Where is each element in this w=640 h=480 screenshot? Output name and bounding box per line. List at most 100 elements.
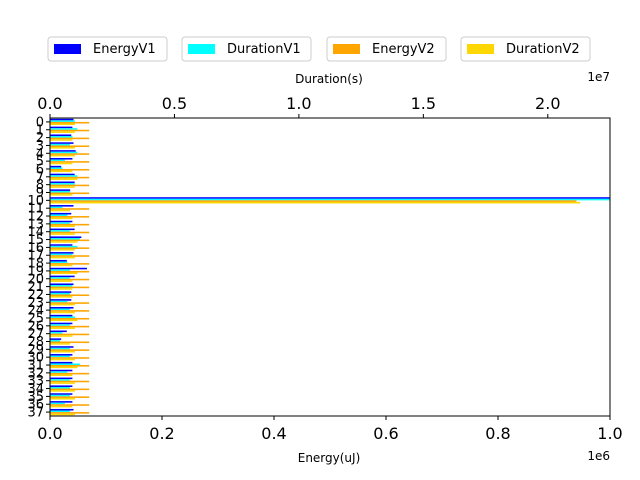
- bar-energyv2-2: [50, 137, 90, 140]
- y-tick-label: 32: [27, 366, 44, 381]
- bar-durationv1-23: [50, 300, 68, 303]
- bar-durationv2-0: [50, 123, 75, 126]
- bar-durationv2-4: [50, 154, 75, 157]
- bar-energyv1-12: [50, 212, 72, 215]
- legend-swatch: [333, 44, 360, 54]
- bar-energyv1-17: [50, 252, 74, 254]
- bar-durationv1-29: [50, 347, 70, 350]
- bar-energyv2-11: [50, 208, 90, 210]
- bar-energyv2-37: [50, 412, 90, 414]
- bar-durationv1-25: [50, 316, 75, 318]
- bar-energyv1-8: [50, 181, 75, 184]
- bar-energyv2-13: [50, 223, 90, 226]
- y-tick-label: 34: [27, 382, 44, 397]
- bar-durationv1-13: [50, 222, 70, 224]
- bar-energyv2-18: [50, 263, 90, 265]
- bar-energyv1-28: [50, 338, 62, 340]
- bar-durationv2-3: [50, 147, 75, 149]
- bar-energyv2-1: [50, 129, 90, 132]
- bar-energyv2-6: [50, 168, 90, 171]
- legend-box: [181, 36, 312, 62]
- bar-energyv1-21: [50, 283, 74, 286]
- bar-durationv2-15: [50, 241, 78, 243]
- bar-durationv1-31: [50, 363, 80, 366]
- bar-energyv2-26: [50, 325, 90, 328]
- y-tick-label: 18: [27, 257, 44, 272]
- y-tick-label: 7: [36, 170, 44, 185]
- bar-energyv2-16: [50, 247, 90, 249]
- bar-durationv1-1: [50, 128, 78, 130]
- y-tick-label: 26: [27, 319, 44, 334]
- bar-durationv1-37: [50, 410, 70, 413]
- bar-durationv1-27: [50, 332, 63, 334]
- x-bottom-tick-label: 0.8: [485, 424, 510, 443]
- y-tick-label: 20: [27, 272, 44, 287]
- x-axis-bottom-label: Energy(uJ): [298, 451, 361, 465]
- y-tick-label: 22: [27, 288, 44, 303]
- bar-durationv2-36: [50, 405, 73, 408]
- bar-durationv2-23: [50, 303, 75, 306]
- bar-durationv2-17: [50, 256, 75, 259]
- bar-durationv1-9: [50, 190, 70, 193]
- x-bottom-tick-label: 0.0: [37, 424, 62, 443]
- x-bottom-tick-label: 0.4: [261, 424, 286, 443]
- bar-durationv2-13: [50, 225, 75, 228]
- bar-durationv1-6: [50, 167, 63, 169]
- bar-durationv2-7: [50, 178, 78, 180]
- x-bottom-tick-label: 0.2: [149, 424, 174, 443]
- y-axis-ticks: 0123456789101112131415161718192021222324…: [27, 115, 50, 421]
- bar-energyv1-9: [50, 189, 71, 191]
- bar-energyv1-31: [50, 361, 73, 364]
- bar-energyv2-9: [50, 192, 90, 195]
- y-tick-label: 14: [27, 225, 44, 240]
- legend-box: [460, 36, 591, 62]
- legend-item-energyv2: EnergyV2: [326, 36, 447, 62]
- bar-durationv1-12: [50, 214, 68, 217]
- bar-energyv2-8: [50, 184, 90, 187]
- bar-durationv2-16: [50, 248, 75, 251]
- bar-durationv1-17: [50, 253, 73, 256]
- bar-energyv2-3: [50, 145, 90, 148]
- y-tick-label: 12: [27, 210, 44, 225]
- bar-energyv1-36: [50, 401, 73, 403]
- bar-durationv1-30: [50, 355, 70, 358]
- bar-energyv1-1: [50, 126, 73, 129]
- bar-energyv2-14: [50, 231, 90, 234]
- bar-durationv2-37: [50, 413, 75, 416]
- bar-energyv2-30: [50, 357, 90, 359]
- bar-durationv2-9: [50, 194, 73, 196]
- bar-energyv1-30: [50, 354, 73, 356]
- legend-label: DurationV1: [227, 42, 301, 57]
- y-tick-label: 3: [36, 139, 44, 154]
- bar-energyv1-34: [50, 385, 73, 387]
- bar-energyv1-24: [50, 306, 74, 309]
- bar-energyv2-25: [50, 317, 90, 320]
- bar-durationv2-18: [50, 264, 73, 267]
- x-bottom-tick-label: 0.6: [373, 424, 398, 443]
- bar-energyv1-5: [50, 157, 73, 160]
- bar-durationv1-16: [50, 245, 78, 248]
- x-axis-bottom-offset: 1e6: [587, 449, 610, 463]
- bar-durationv1-8: [50, 183, 75, 185]
- y-tick-label: 33: [27, 374, 44, 389]
- legend-item-energyv1: EnergyV1: [47, 36, 168, 62]
- y-tick-label: 23: [27, 296, 44, 311]
- bars: [50, 118, 610, 416]
- bar-durationv1-11: [50, 206, 63, 209]
- bar-durationv2-21: [50, 288, 73, 290]
- bar-durationv2-8: [50, 186, 75, 188]
- bar-energyv1-7: [50, 173, 75, 176]
- bar-durationv1-20: [50, 277, 70, 279]
- y-tick-label: 5: [36, 155, 44, 170]
- bar-energyv1-14: [50, 228, 75, 231]
- bar-durationv1-5: [50, 159, 65, 162]
- bar-energyv1-27: [50, 330, 67, 333]
- legend-item-durationv2: DurationV2: [460, 36, 591, 62]
- bar-energyv2-27: [50, 333, 90, 336]
- bar-durationv2-12: [50, 217, 73, 220]
- y-tick-label: 8: [36, 178, 44, 193]
- legend-swatch: [188, 44, 215, 54]
- y-tick-label: 36: [27, 398, 44, 413]
- bar-durationv1-34: [50, 386, 70, 389]
